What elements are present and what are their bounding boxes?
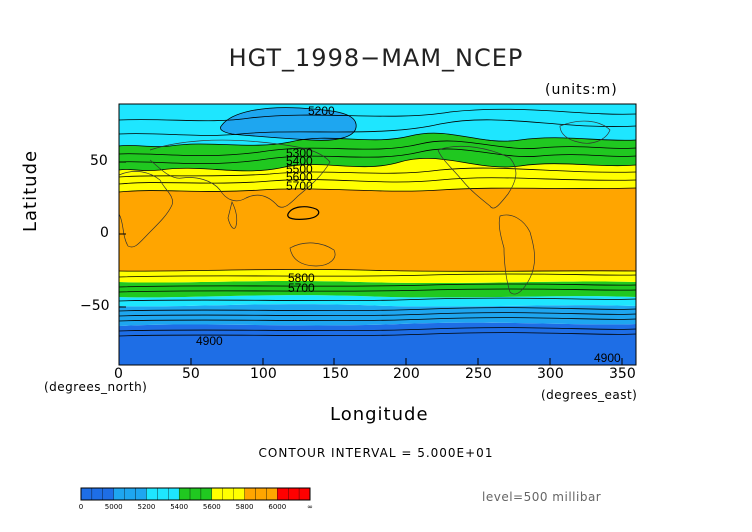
contour-label: 4900 bbox=[196, 334, 223, 348]
contour-label: 5700 bbox=[286, 179, 313, 193]
colorbar-swatch bbox=[277, 487, 289, 501]
colorbar-swatch bbox=[244, 487, 256, 501]
x-axis-label: Longitude bbox=[330, 404, 429, 425]
colorbar-swatch bbox=[222, 487, 234, 501]
plot-area: 5200 5300 5400 5500 5600 5700 5800 5700 … bbox=[119, 104, 636, 365]
x-unit-label: (degrees_east) bbox=[541, 388, 638, 402]
colorbar-tick-label: 0 bbox=[78, 503, 84, 511]
contour-label: 5600 bbox=[286, 170, 313, 184]
x-tick-label: 100 bbox=[250, 366, 277, 382]
colorbar-swatch bbox=[298, 487, 311, 501]
contour-label: 5200 bbox=[308, 104, 335, 118]
y-tick-label: −50 bbox=[80, 298, 110, 314]
band-5200-5400-south bbox=[119, 295, 636, 307]
colorbar bbox=[80, 487, 311, 501]
band-below-5000 bbox=[119, 322, 636, 365]
y-tick-label: 50 bbox=[90, 153, 108, 169]
contour-label: 5800 bbox=[288, 271, 315, 285]
colorbar-tick-label: 5800 bbox=[235, 503, 254, 511]
chart-title: HGT_1998−MAM_NCEP bbox=[228, 44, 524, 72]
contour-label: 5700 bbox=[288, 281, 315, 295]
x-tick-label: 0 bbox=[114, 366, 123, 382]
x-tick-label: 300 bbox=[537, 366, 564, 382]
x-tick-label: 200 bbox=[393, 366, 420, 382]
coastlines bbox=[119, 120, 611, 295]
contour-label: 5300 bbox=[286, 146, 313, 160]
colorbar-swatch bbox=[80, 487, 93, 501]
colorbar-swatch bbox=[113, 487, 125, 501]
contour-interval-note: CONTOUR INTERVAL = 5.000E+01 bbox=[258, 446, 494, 460]
colorbar-swatch bbox=[233, 487, 245, 501]
colorbar-tick-label: 5400 bbox=[170, 503, 189, 511]
colorbar-swatch bbox=[146, 487, 158, 501]
colorbar-swatch bbox=[288, 487, 300, 501]
contour-labels: 5200 5300 5400 5500 5600 5700 5800 5700 … bbox=[196, 104, 621, 365]
y-unit-label: (degrees_north) bbox=[44, 380, 148, 394]
colorbar-swatch bbox=[189, 487, 202, 501]
axis-ticks bbox=[118, 161, 623, 365]
band-5600-5800-north bbox=[119, 158, 636, 192]
x-tick-label: 350 bbox=[609, 366, 636, 382]
colorbar-swatch bbox=[200, 487, 212, 501]
colorbar-swatch bbox=[102, 487, 114, 501]
level-note: level=500 millibar bbox=[482, 490, 602, 504]
colorbar-swatch bbox=[178, 487, 191, 501]
x-tick-label: 50 bbox=[182, 366, 200, 382]
contour-lines bbox=[119, 107, 636, 337]
colorbar-swatch bbox=[266, 487, 278, 501]
colorbar-tick-label: ∞ bbox=[307, 503, 313, 511]
colorbar-swatch bbox=[91, 487, 103, 501]
colorbar-swatch bbox=[255, 487, 267, 501]
units-label: (units:m) bbox=[545, 82, 618, 98]
contour-label: 5500 bbox=[286, 162, 313, 176]
x-tick-label: 150 bbox=[322, 366, 349, 382]
y-tick-label: 0 bbox=[100, 225, 109, 241]
contour-label: 5400 bbox=[286, 154, 313, 168]
colorbar-tick-label: 5600 bbox=[202, 503, 221, 511]
colorbar-tick-label: 5000 bbox=[104, 503, 123, 511]
colorbar-swatch bbox=[124, 487, 136, 501]
band-5800-6000 bbox=[119, 188, 636, 272]
colorbar-tick-labels: 0 5000 5200 5400 5600 5800 6000 ∞ bbox=[0, 503, 752, 515]
colorbar-swatch bbox=[157, 487, 169, 501]
band-5400-5600-south bbox=[119, 281, 636, 298]
colorbar-tick-label: 6000 bbox=[268, 503, 287, 511]
colorbar-tick-label: 5200 bbox=[137, 503, 156, 511]
y-axis-label: Latitude bbox=[20, 149, 41, 232]
colorbar-swatch bbox=[135, 487, 147, 501]
contour-label: 4900 bbox=[594, 351, 621, 365]
colorbar-frame bbox=[80, 487, 311, 501]
colorbar-swatch bbox=[211, 487, 223, 501]
x-tick-label: 250 bbox=[465, 366, 492, 382]
colorbar-swatch bbox=[168, 487, 180, 501]
